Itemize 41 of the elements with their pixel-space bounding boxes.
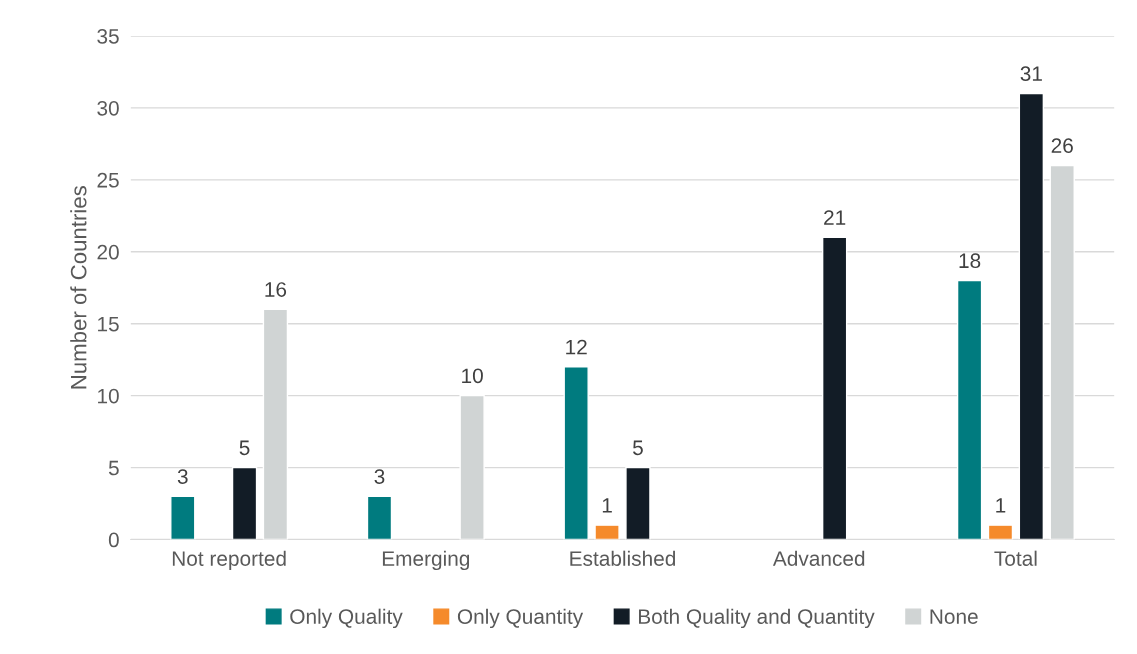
- y-tick-label: 20: [97, 244, 119, 260]
- bar: [1018, 92, 1045, 540]
- data-label: 3: [177, 469, 188, 484]
- legend-label: None: [930, 609, 978, 624]
- y-tick-label: 0: [108, 532, 119, 548]
- x-tick-label: Established: [570, 550, 676, 566]
- data-label: 12: [566, 339, 587, 355]
- data-label: 26: [1051, 138, 1073, 154]
- x-tick-label: Advanced: [772, 550, 865, 566]
- y-tick-label: 5: [108, 460, 119, 476]
- data-label: 31: [1020, 66, 1042, 82]
- bar: [821, 236, 848, 540]
- x-tick-label: Not reported: [172, 550, 286, 571]
- bar: [987, 524, 1014, 540]
- data-label: 5: [632, 440, 643, 456]
- x-tick-label: Emerging: [382, 550, 470, 571]
- legend-label: Only Quality: [290, 608, 403, 629]
- data-label: 10: [462, 368, 483, 384]
- bar: [594, 524, 620, 540]
- bar: [956, 279, 983, 540]
- data-label: 3: [374, 469, 385, 484]
- bar: [625, 466, 651, 540]
- bar: [366, 495, 393, 540]
- data-label: 18: [959, 253, 981, 269]
- legend-label: Only Quantity: [457, 608, 584, 629]
- data-label: 1: [996, 498, 1006, 513]
- bar: [170, 495, 196, 540]
- y-tick-label: 15: [98, 316, 119, 332]
- data-label: 1: [602, 498, 612, 513]
- bar: [563, 366, 589, 540]
- y-tick-label: 25: [97, 172, 119, 188]
- y-tick-label: 35: [97, 28, 119, 44]
- data-label: 21: [824, 210, 846, 225]
- y-tick-label: 30: [97, 100, 119, 116]
- y-tick-label: 10: [98, 388, 119, 404]
- x-tick-label: Total: [994, 550, 1037, 566]
- data-label: 16: [265, 282, 287, 297]
- bar: [231, 466, 258, 540]
- data-label: 5: [239, 440, 250, 456]
- y-axis-title: Number of Countries: [70, 186, 87, 389]
- legend-label: Both Quality and Quantity: [638, 608, 875, 629]
